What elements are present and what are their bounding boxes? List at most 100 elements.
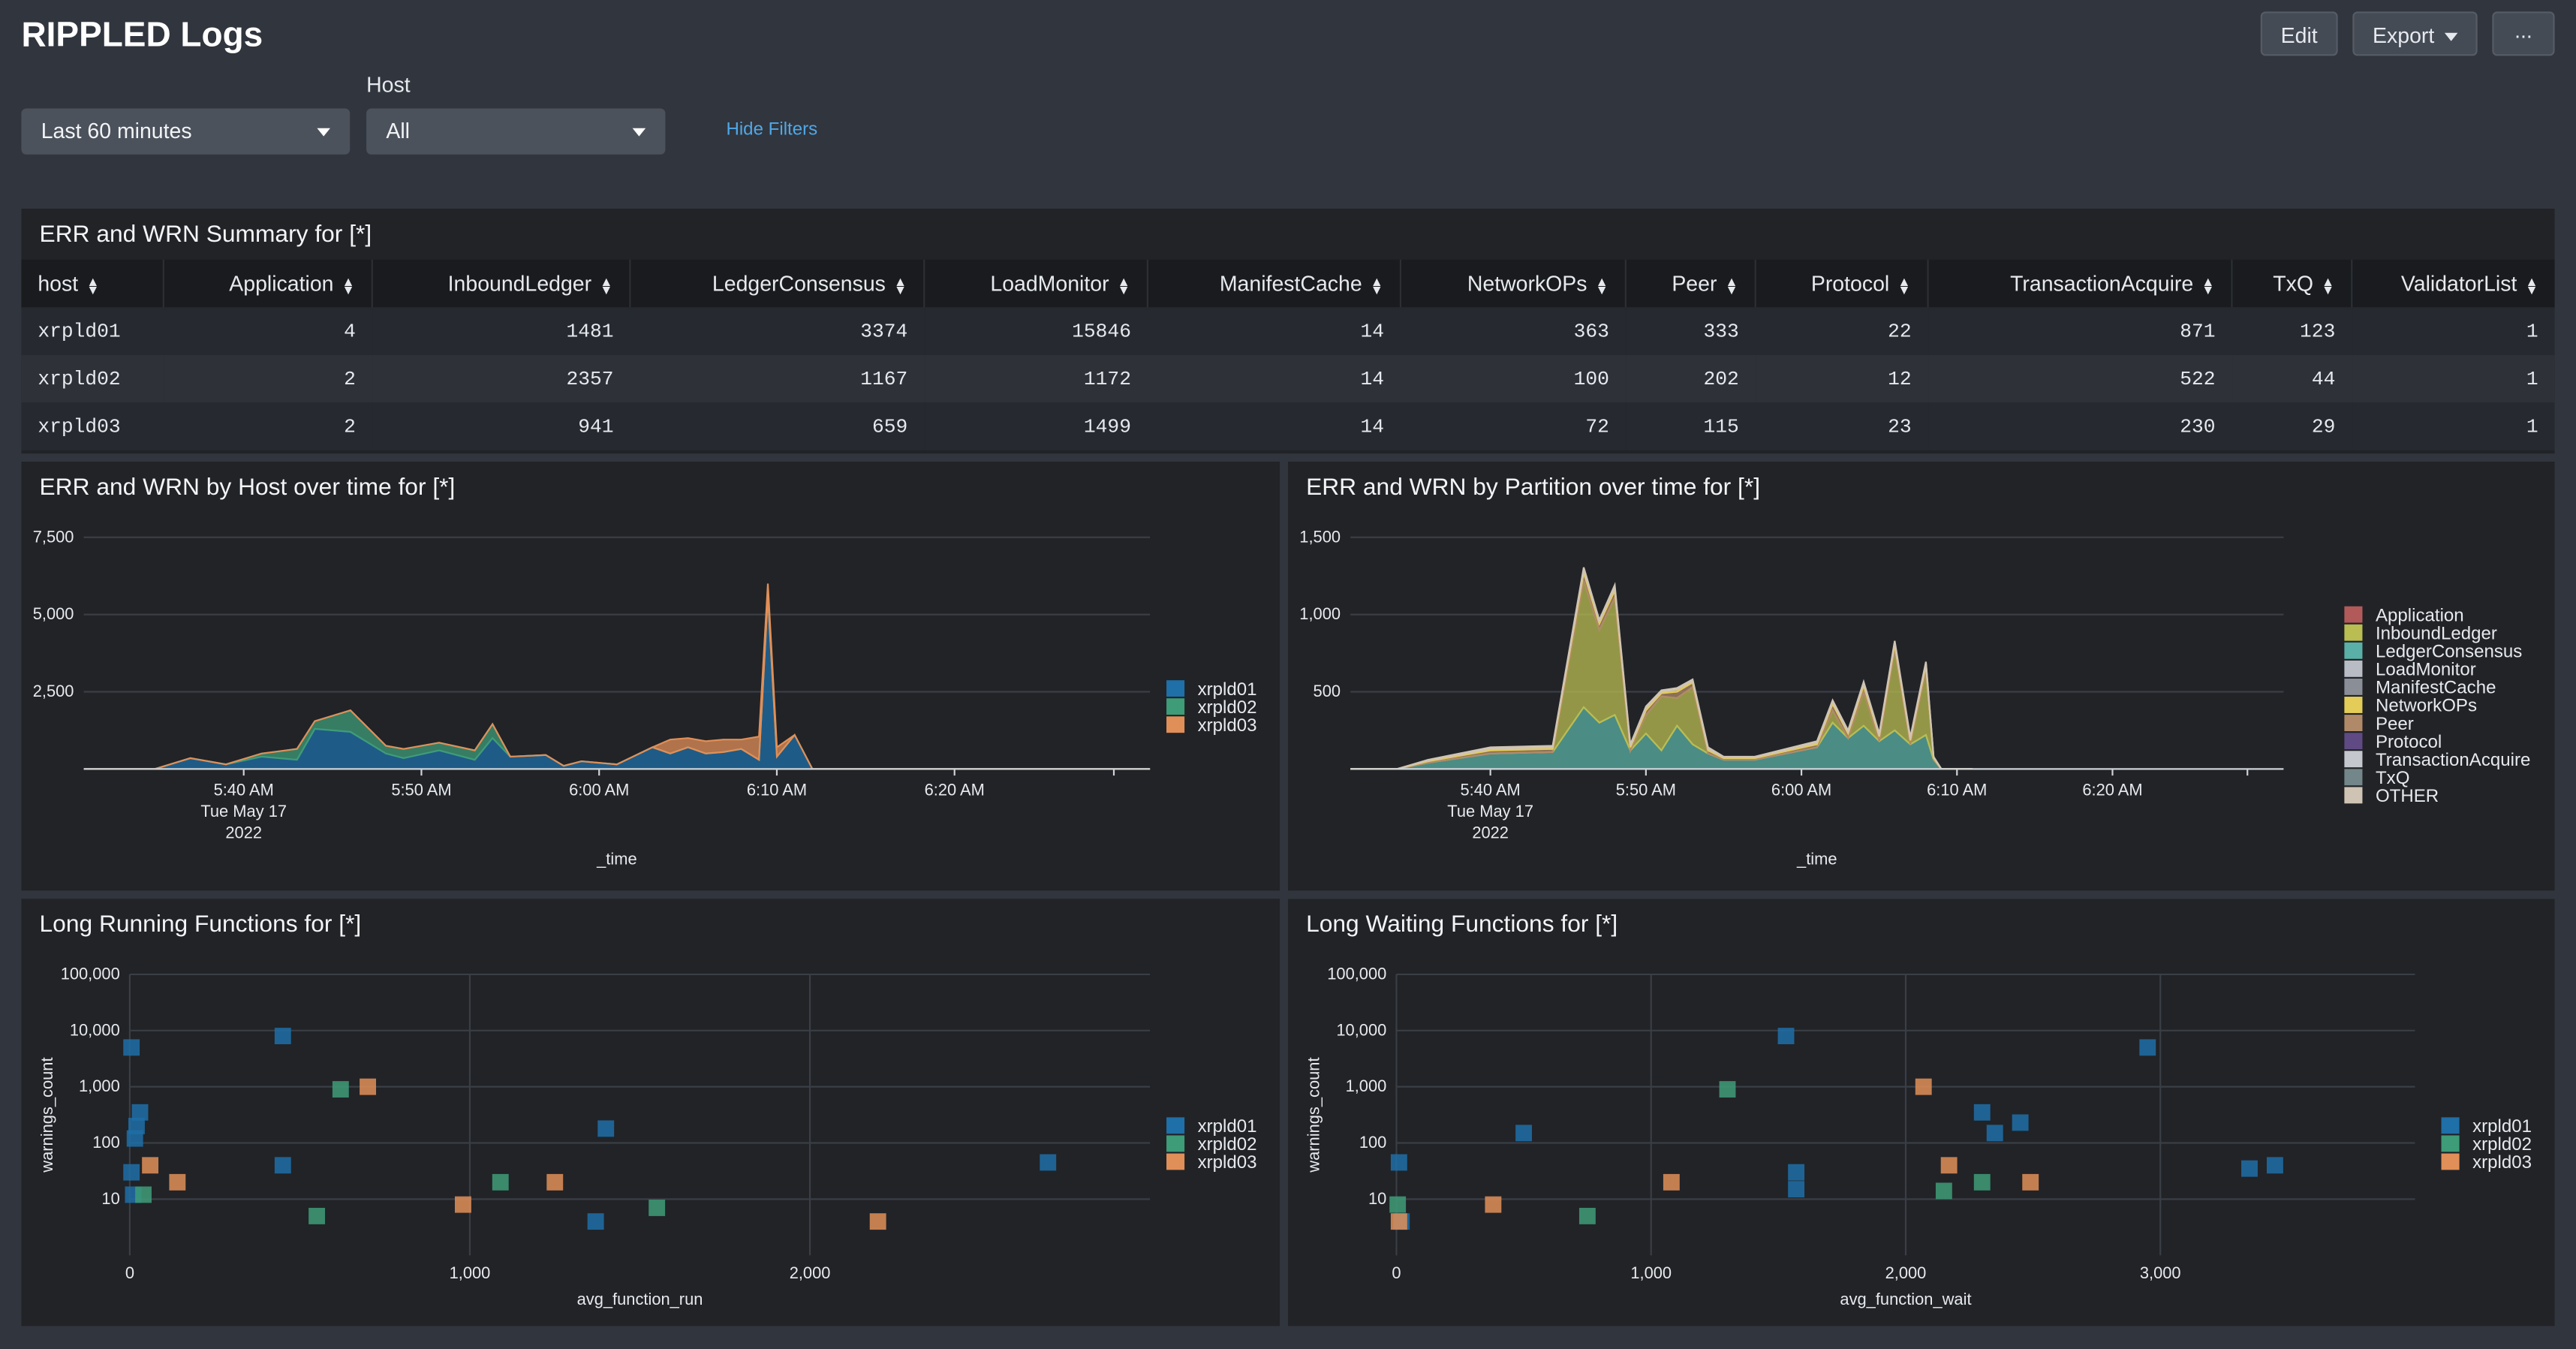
sort-icon: ▲ ▼: [600, 273, 613, 297]
legend-swatch-xrpld03: [1166, 1153, 1185, 1170]
column-header[interactable]: LoadMonitor ▲ ▼: [923, 259, 1148, 308]
column-header[interactable]: TxQ ▲ ▼: [2231, 259, 2352, 308]
hide-filters-link[interactable]: Hide Filters: [726, 119, 818, 140]
export-button[interactable]: Export: [2352, 11, 2478, 56]
legend-label: Peer: [2376, 714, 2414, 734]
table-row: xrpld01 4 1481 3374 15846 14 363 333 22 …: [21, 307, 2555, 355]
legend-label: xrpld03: [1198, 1152, 1257, 1173]
table-cell: 1172: [924, 354, 1148, 403]
column-header[interactable]: ManifestCache ▲ ▼: [1146, 259, 1401, 308]
scatter-point-xrpld01: [123, 1164, 140, 1181]
legend-label: xrpld03: [1198, 715, 1257, 736]
scatter-point-xrpld02: [649, 1200, 666, 1216]
column-header[interactable]: Peer ▲ ▼: [1624, 259, 1756, 308]
y-tick-label: 10,000: [70, 1020, 120, 1039]
x-tick-label: 6:20 AM: [2082, 780, 2142, 799]
scatter-point-xrpld01: [1390, 1154, 1407, 1171]
table-cell: 871: [1927, 307, 2232, 355]
column-label: TransactionAcquire: [2010, 271, 2194, 296]
scatter-point-xrpld02: [1719, 1081, 1736, 1098]
table-cell: 659: [630, 402, 925, 450]
scatter-point-xrpld01: [1788, 1181, 1805, 1198]
legend-label: Protocol: [2376, 732, 2442, 752]
column-header[interactable]: ValidatorList ▲ ▼: [2351, 259, 2555, 308]
legend-swatch-xrpld02: [1166, 698, 1185, 715]
table-cell: 12: [1755, 354, 1928, 403]
series-area-other: [1350, 567, 1973, 770]
table-cell: 72: [1400, 402, 1626, 450]
y-tick-label: 2,500: [33, 682, 74, 700]
legend-label: xrpld01: [1198, 1116, 1257, 1137]
column-label: NetworkOPs: [1467, 271, 1587, 296]
scatter-point-xrpld03: [454, 1196, 471, 1213]
legend-swatch-xrpld01: [1166, 1117, 1185, 1134]
scatter-point-xrpld03: [360, 1078, 377, 1095]
x-tick-label: Tue May 17: [1447, 802, 1533, 821]
scatter-point-xrpld01: [274, 1028, 291, 1044]
column-header[interactable]: InboundLedger ▲ ▼: [371, 259, 630, 308]
scatter-point-xrpld01: [2266, 1157, 2283, 1174]
y-tick-label: 10,000: [1336, 1020, 1386, 1039]
column-header[interactable]: Protocol ▲ ▼: [1754, 259, 1928, 308]
table-cell: xrpld01: [21, 307, 164, 355]
scatter-point-xrpld03: [1390, 1213, 1407, 1230]
scatter-point-xrpld03: [169, 1173, 186, 1191]
y-tick-label: 100: [1359, 1133, 1386, 1152]
y-tick-label: 10: [101, 1189, 119, 1208]
scatter-point-xrpld02: [135, 1186, 152, 1203]
legend-label: ManifestCache: [2376, 678, 2496, 698]
column-header[interactable]: LedgerConsensus ▲ ▼: [629, 259, 925, 308]
table-cell: 230: [1927, 402, 2232, 450]
table-cell: 333: [1625, 307, 1756, 355]
table-cell: 14: [1147, 354, 1401, 403]
scatter-point-xrpld01: [587, 1213, 604, 1230]
column-header[interactable]: host ▲ ▼: [21, 259, 164, 308]
y-tick-label: 100,000: [61, 965, 120, 983]
y-axis-label: warnings_count: [1305, 1057, 1323, 1173]
partition-over-time-chart: 1,500 1,000 500 5:40 AM Tue May 17 2022 5:50 A…: [1299, 527, 2530, 868]
column-header[interactable]: NetworkOPs ▲ ▼: [1399, 259, 1626, 308]
table-cell: 1: [2352, 354, 2555, 403]
series-area-xrpld02: [83, 595, 1151, 770]
table-header-row: host ▲ ▼ Application ▲ ▼ InboundLedger ▲ ▼ Led…: [21, 259, 2555, 308]
scatter-point-xrpld03: [1485, 1196, 1502, 1213]
table-cell: 1: [2352, 402, 2555, 450]
x-tick-label: Tue May 17: [200, 802, 287, 821]
series-area-xrpld01: [83, 595, 1151, 770]
x-axis-label: _time: [1796, 849, 1837, 868]
sort-icon: ▲ ▼: [2201, 273, 2215, 297]
legend-swatch-loadmonitor: [2344, 660, 2363, 677]
scatter-point-xrpld01: [1986, 1125, 2003, 1142]
legend-swatch-xrpld01: [2441, 1117, 2460, 1134]
edit-button[interactable]: Edit: [2260, 11, 2338, 56]
column-label: InboundLedger: [447, 271, 592, 296]
table-cell: 1167: [630, 354, 925, 403]
legend-swatch-inboundledger: [2344, 624, 2363, 641]
table-cell: 123: [2231, 307, 2352, 355]
y-tick-label: 7,500: [33, 527, 74, 546]
time-range-dropdown[interactable]: Last 60 minutes: [21, 108, 351, 155]
y-tick-label: 10: [1368, 1189, 1386, 1208]
legend-label: xrpld03: [2472, 1152, 2532, 1173]
table-cell: 29: [2231, 402, 2352, 450]
y-tick-label: 1,000: [1299, 604, 1341, 623]
host-dropdown[interactable]: All: [366, 108, 666, 155]
more-options-button[interactable]: ...: [2492, 11, 2555, 56]
chart-title: Long Waiting Functions for [*]: [1306, 911, 1618, 938]
table-cell: 1481: [372, 307, 630, 355]
table-cell: 15846: [924, 307, 1148, 355]
column-label: Protocol: [1810, 271, 1890, 296]
table-cell: 1499: [924, 402, 1148, 450]
legend-swatch-application: [2344, 606, 2363, 623]
legend-swatch-transactionacquire: [2344, 751, 2363, 768]
column-header[interactable]: TransactionAcquire ▲ ▼: [1927, 259, 2232, 308]
legend-swatch-ledgerconsensus: [2344, 642, 2363, 659]
chart-title: ERR and WRN by Partition over time for […: [1306, 474, 1761, 501]
table-cell: 4: [163, 307, 372, 355]
chart-title: Long Running Functions for [*]: [39, 911, 362, 938]
column-header[interactable]: Application ▲ ▼: [162, 259, 372, 308]
scatter-point-xrpld01: [1788, 1164, 1805, 1181]
x-tick-label: 2,000: [1885, 1263, 1927, 1282]
legend-label: xrpld02: [1198, 1134, 1257, 1155]
